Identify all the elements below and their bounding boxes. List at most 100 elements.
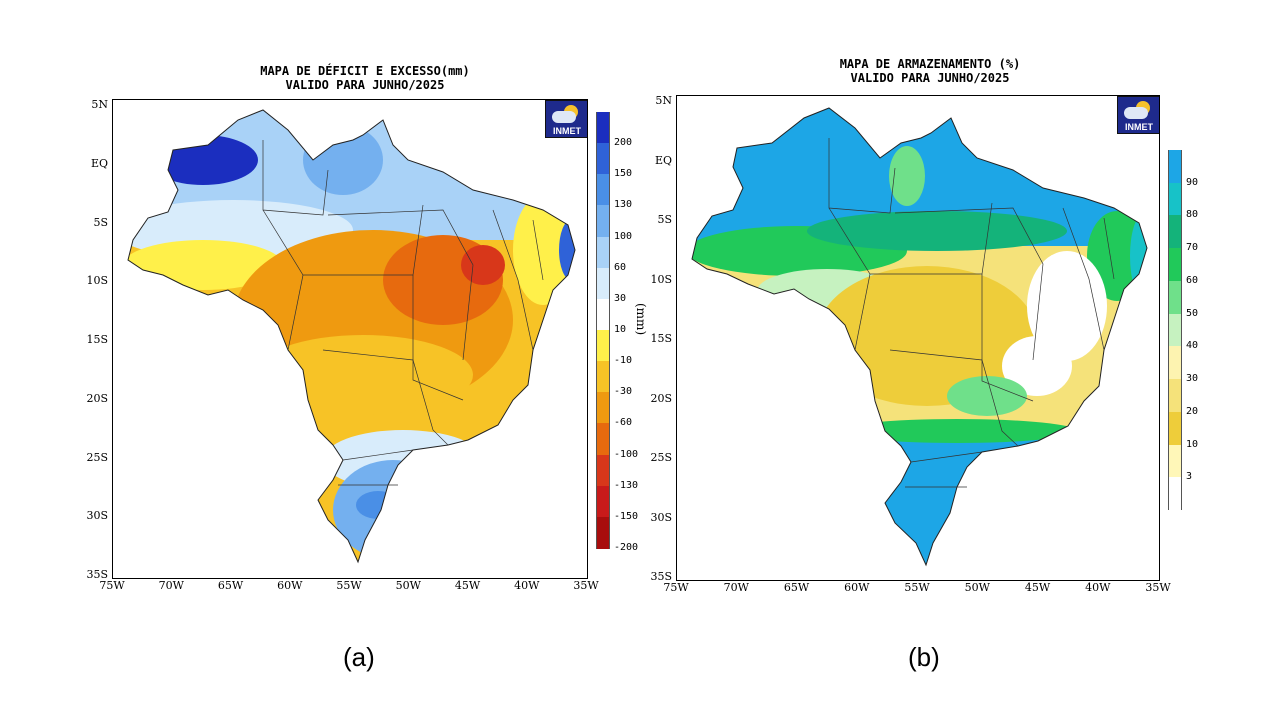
latitude-label: 5N <box>91 98 108 111</box>
longitude-label: 50W <box>964 581 990 594</box>
colorbar-tick-label: 100 <box>614 230 633 242</box>
map-a-colorbar <box>596 112 610 549</box>
longitude-label: 50W <box>395 579 421 592</box>
colorbar-tick-label: 200 <box>614 137 633 149</box>
colorbar-segment <box>596 236 610 269</box>
longitude-label: 45W <box>1024 581 1051 594</box>
colorbar-tick-label: 3 <box>1186 471 1193 483</box>
map-b-title-line1: MAPA DE ARMAZENAMENTO (%) <box>839 57 1021 71</box>
colorbar-tick-label: 60 <box>1186 274 1199 286</box>
colorbar-segment <box>596 392 610 425</box>
map-b-title: MAPA DE ARMAZENAMENTO (%) VALIDO PARA JU… <box>760 57 1100 85</box>
latitude-label: 25S <box>86 450 108 464</box>
colorbar-tick-label: 50 <box>1186 307 1199 319</box>
map-b-title-line2: VALIDO PARA JUNHO/2025 <box>850 71 1010 85</box>
longitude-label: 75W <box>663 581 689 594</box>
longitude-label: 35W <box>573 579 599 592</box>
colorbar-segment <box>596 485 610 518</box>
longitude-label: 55W <box>336 579 362 592</box>
longitude-label: 65W <box>217 579 244 592</box>
latitude-label: 10S <box>650 272 672 286</box>
colorbar-segment <box>596 516 610 549</box>
colorbar-tick-label: 40 <box>1186 340 1199 352</box>
map-a-plot-area: INMET <box>112 99 588 579</box>
colorbar-segment <box>596 423 610 456</box>
latitude-label: 5N <box>655 94 672 107</box>
colorbar-segment <box>1168 444 1182 478</box>
inmet-logo: INMET <box>545 100 587 138</box>
map-a-brazil-shading <box>127 109 576 564</box>
colorbar-segment <box>596 112 610 144</box>
colorbar-tick-label: 30 <box>1186 373 1199 385</box>
longitude-label: 75W <box>99 579 125 592</box>
latitude-label: 5S <box>93 215 108 229</box>
colorbar-tick-label: 60 <box>614 261 627 273</box>
longitude-label: 70W <box>158 579 184 592</box>
colorbar-segment <box>596 330 610 362</box>
colorbar-segment <box>596 174 610 207</box>
latitude-label: 35S <box>86 568 108 581</box>
colorbar-segment <box>1168 411 1182 445</box>
colorbar-segment <box>1168 215 1182 249</box>
map-a-title-line1: MAPA DE DÉFICIT E EXCESSO(mm) <box>260 64 470 78</box>
longitude-label: 45W <box>454 579 481 592</box>
latitude-label: 15S <box>86 333 108 346</box>
colorbar-tick-label: 10 <box>1186 438 1199 450</box>
caption-b: (b) <box>908 642 940 672</box>
colorbar-tick-label: 10 <box>614 324 627 335</box>
colorbar-tick-label: 70 <box>1186 242 1199 254</box>
colorbar-segment <box>1168 477 1182 511</box>
colorbar-tick-label: -10 <box>614 355 633 367</box>
colorbar-tick-label: -30 <box>614 386 633 398</box>
latitude-label: 15S <box>650 332 672 345</box>
colorbar-tick-label: -150 <box>614 510 639 522</box>
latitude-label: 30S <box>86 509 108 523</box>
colorbar-tick-label: 20 <box>1186 405 1199 417</box>
longitude-label: 60W <box>277 579 303 592</box>
colorbar-segment <box>1168 280 1182 314</box>
colorbar-tick-label: -200 <box>614 542 639 553</box>
inmet-logo-text: INMET <box>553 126 581 136</box>
colorbar-segment <box>596 361 610 394</box>
colorbar-tick-label: -100 <box>614 448 639 460</box>
longitude-label: 40W <box>514 579 540 592</box>
colorbar-tick-label: 80 <box>1186 209 1199 221</box>
inmet-logo: INMET <box>1117 96 1159 134</box>
colorbar-tick-label: 90 <box>1186 176 1199 188</box>
longitude-label: 60W <box>844 581 870 594</box>
latitude-label: 20S <box>650 391 672 405</box>
latitude-label: 35S <box>650 570 672 583</box>
colorbar-segment <box>596 454 610 487</box>
colorbar-tick-label: -130 <box>614 479 639 491</box>
colorbar-segment <box>1168 150 1182 183</box>
colorbar-segment <box>1168 379 1182 413</box>
map-a-title: MAPA DE DÉFICIT E EXCESSO(mm) VALIDO PAR… <box>195 64 535 92</box>
caption-a: (a) <box>343 642 375 672</box>
colorbar-tick-label: 30 <box>614 292 627 304</box>
colorbar-tick-label: 130 <box>614 199 633 211</box>
longitude-label: 40W <box>1085 581 1111 594</box>
map-b-brazil-shading <box>691 107 1148 567</box>
longitude-label: 65W <box>783 581 810 594</box>
colorbar-segment <box>596 298 610 331</box>
colorbar-segment <box>1168 248 1182 282</box>
latitude-label: 10S <box>86 274 108 288</box>
map-b-colorbar <box>1168 150 1182 511</box>
colorbar-segment <box>596 143 610 176</box>
inmet-logo-text: INMET <box>1125 122 1153 132</box>
latitude-label: 20S <box>86 391 108 405</box>
map-a-unit-label: (mm) <box>634 303 648 336</box>
colorbar-segment <box>596 267 610 300</box>
latitude-label: 5S <box>657 213 672 226</box>
colorbar-tick-label: 150 <box>614 168 633 180</box>
colorbar-segment <box>596 205 610 238</box>
latitude-label: 30S <box>650 510 672 524</box>
latitude-label: EQ <box>654 153 672 167</box>
latitude-label: EQ <box>90 156 108 170</box>
map-b-plot-area: INMET <box>676 95 1160 581</box>
colorbar-segment <box>1168 182 1182 216</box>
colorbar-segment <box>1168 313 1182 347</box>
colorbar-tick-label: -60 <box>614 417 633 429</box>
longitude-label: 70W <box>723 581 749 594</box>
colorbar-segment <box>1168 346 1182 380</box>
